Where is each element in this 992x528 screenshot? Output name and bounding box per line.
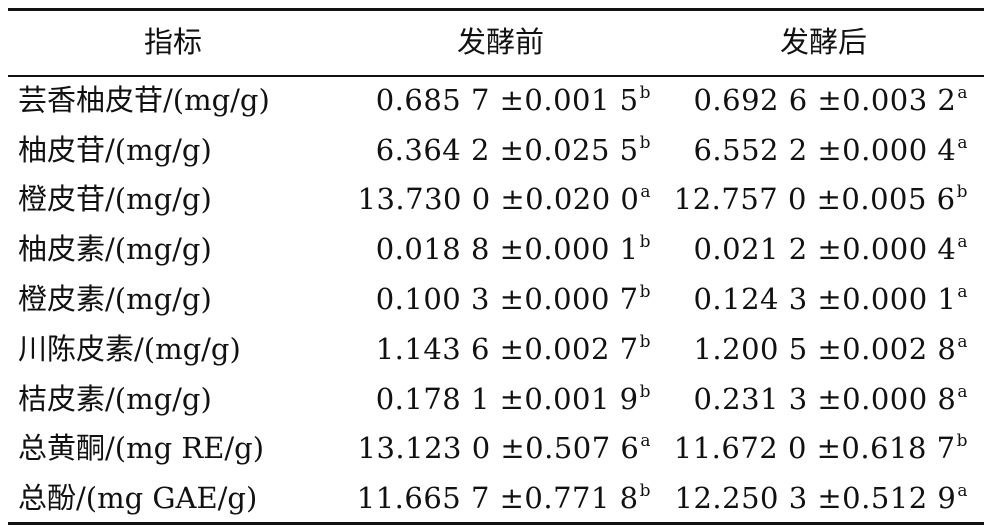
cell-after: 12.757 0 ±0.005 6b <box>663 175 984 225</box>
value-after: 0.692 6 ±0.003 2 <box>693 83 957 118</box>
value-after: 0.124 3 ±0.000 1 <box>693 282 957 317</box>
value-before: 0.178 1 ±0.001 9 <box>375 381 639 416</box>
value-after: 12.757 0 ±0.005 6 <box>673 182 956 217</box>
significance-letter: b <box>639 83 651 104</box>
cell-indicator: 总黄酮/(mg RE/g) <box>18 431 265 466</box>
header-before-fermentation: 发酵前 <box>338 8 663 77</box>
value-before: 13.730 0 ±0.020 0 <box>357 182 640 217</box>
cell-before: 13.123 0 ±0.507 6a <box>338 424 663 474</box>
cell-before: 0.018 8 ±0.000 1b <box>338 225 663 275</box>
cell-before: 0.178 1 ±0.001 9b <box>338 374 663 424</box>
table-row: 桔皮素/(mg/g) 0.178 1 ±0.001 9b 0.231 3 ±0.… <box>8 374 984 424</box>
cell-before: 0.685 7 ±0.001 5b <box>338 76 663 126</box>
value-before: 0.100 3 ±0.000 7 <box>375 282 639 317</box>
cell-after: 0.021 2 ±0.000 4a <box>663 225 984 275</box>
cell-after: 12.250 3 ±0.512 9a <box>663 473 984 526</box>
significance-letter: a <box>957 132 968 153</box>
value-before: 13.123 0 ±0.507 6 <box>357 431 640 466</box>
header-row: 指标 发酵前 发酵后 <box>8 8 984 77</box>
value-after: 0.021 2 ±0.000 4 <box>693 232 957 267</box>
cell-after: 0.231 3 ±0.000 8a <box>663 374 984 424</box>
significance-letter: a <box>957 381 968 402</box>
table-row: 柚皮苷/(mg/g) 6.364 2 ±0.025 5b 6.552 2 ±0.… <box>8 125 984 175</box>
value-before: 11.665 7 ±0.771 8 <box>356 480 639 515</box>
significance-letter: b <box>639 331 651 352</box>
value-before: 0.018 8 ±0.000 1 <box>375 232 639 267</box>
table-row: 川陈皮素/(mg/g) 1.143 6 ±0.002 7b 1.200 5 ±0… <box>8 324 984 374</box>
value-before: 0.685 7 ±0.001 5 <box>375 83 639 118</box>
cell-indicator: 柚皮素/(mg/g) <box>18 232 212 267</box>
significance-letter: b <box>639 132 651 153</box>
significance-letter: a <box>640 431 651 452</box>
cell-before: 0.100 3 ±0.000 7b <box>338 275 663 325</box>
value-before: 6.364 2 ±0.025 5 <box>375 132 639 167</box>
cell-indicator: 川陈皮素/(mg/g) <box>18 331 241 366</box>
cell-before: 13.730 0 ±0.020 0a <box>338 175 663 225</box>
value-before: 1.143 6 ±0.002 7 <box>375 331 639 366</box>
cell-before: 1.143 6 ±0.002 7b <box>338 324 663 374</box>
value-after: 6.552 2 ±0.000 4 <box>693 132 957 167</box>
cell-after: 6.552 2 ±0.000 4a <box>663 125 984 175</box>
table-body: 芸香柚皮苷/(mg/g) 0.685 7 ±0.001 5b 0.692 6 ±… <box>8 76 984 526</box>
cell-indicator: 橙皮素/(mg/g) <box>18 282 212 317</box>
significance-letter: a <box>957 331 968 352</box>
header-after-fermentation: 发酵后 <box>663 8 984 77</box>
cell-indicator: 总酚/(mg GAE/g) <box>8 473 338 526</box>
significance-letter: b <box>956 431 968 452</box>
value-after: 12.250 3 ±0.512 9 <box>674 480 957 515</box>
table-row: 总黄酮/(mg RE/g) 13.123 0 ±0.507 6a 11.672 … <box>8 424 984 474</box>
cell-after: 0.692 6 ±0.003 2a <box>663 76 984 126</box>
significance-letter: b <box>639 480 651 501</box>
value-after: 11.672 0 ±0.618 7 <box>673 431 956 466</box>
table-row: 芸香柚皮苷/(mg/g) 0.685 7 ±0.001 5b 0.692 6 ±… <box>8 76 984 126</box>
table-header: 指标 发酵前 发酵后 <box>8 8 984 77</box>
table-row: 橙皮素/(mg/g) 0.100 3 ±0.000 7b 0.124 3 ±0.… <box>8 275 984 325</box>
significance-letter: b <box>639 282 651 303</box>
significance-letter: a <box>957 232 968 253</box>
cell-before: 6.364 2 ±0.025 5b <box>338 125 663 175</box>
significance-letter: a <box>640 182 651 203</box>
cell-before: 11.665 7 ±0.771 8b <box>338 473 663 526</box>
significance-letter: a <box>957 83 968 104</box>
value-after: 0.231 3 ±0.000 8 <box>693 381 957 416</box>
cell-after: 11.672 0 ±0.618 7b <box>663 424 984 474</box>
value-after: 1.200 5 ±0.002 8 <box>693 331 957 366</box>
cell-indicator: 橙皮苷/(mg/g) <box>18 182 212 217</box>
cell-indicator: 桔皮素/(mg/g) <box>18 381 212 416</box>
cell-indicator: 芸香柚皮苷/(mg/g) <box>18 83 270 118</box>
cell-indicator: 柚皮苷/(mg/g) <box>18 132 212 167</box>
significance-letter: b <box>956 182 968 203</box>
cell-after: 1.200 5 ±0.002 8a <box>663 324 984 374</box>
cell-after: 0.124 3 ±0.000 1a <box>663 275 984 325</box>
significance-letter: b <box>639 232 651 253</box>
table-row: 柚皮素/(mg/g) 0.018 8 ±0.000 1b 0.021 2 ±0.… <box>8 225 984 275</box>
significance-letter: b <box>639 381 651 402</box>
table-row: 总酚/(mg GAE/g) 11.665 7 ±0.771 8b 12.250 … <box>8 473 984 526</box>
table-row: 橙皮苷/(mg/g) 13.730 0 ±0.020 0a 12.757 0 ±… <box>8 175 984 225</box>
header-indicator: 指标 <box>8 8 338 77</box>
significance-letter: a <box>957 480 968 501</box>
data-table: 指标 发酵前 发酵后 芸香柚皮苷/(mg/g) 0.685 7 ±0.001 5… <box>8 8 984 526</box>
significance-letter: a <box>957 282 968 303</box>
